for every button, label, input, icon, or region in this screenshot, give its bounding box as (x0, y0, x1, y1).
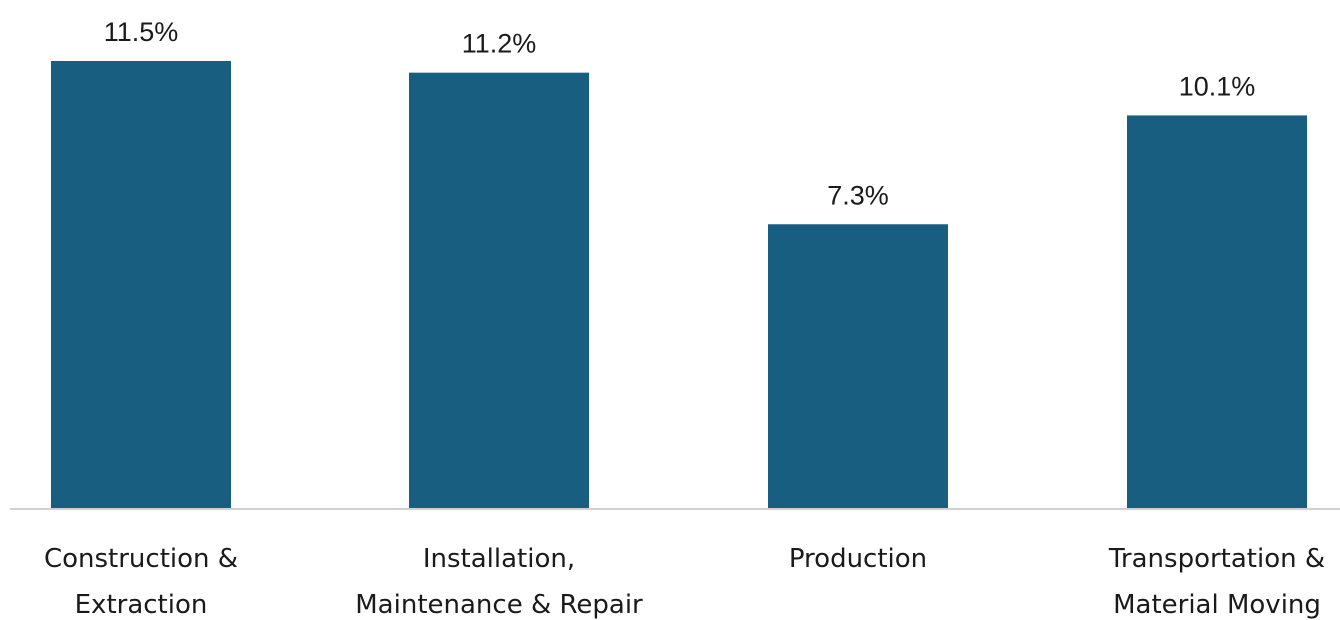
bar-value-label: 7.3% (827, 180, 889, 210)
category-label: Maintenance & Repair (355, 590, 643, 620)
category-label: Construction & (44, 544, 238, 574)
category-label: Material Moving (1113, 590, 1321, 620)
bar (51, 61, 231, 508)
bars-layer (51, 61, 1307, 509)
bar (409, 72, 589, 509)
bar-value-label: 10.1% (1179, 71, 1256, 101)
category-label: Extraction (75, 590, 208, 620)
bar (1127, 115, 1307, 508)
bar (768, 224, 948, 508)
category-label: Production (789, 544, 927, 574)
category-label: Transportation & (1108, 544, 1325, 574)
value-labels-layer: 11.5% 11.2% 7.3% 10.1% (104, 17, 1256, 210)
bar-value-label: 11.5% (104, 17, 179, 47)
category-label: Installation, (423, 544, 575, 574)
category-labels-layer: Construction & Extraction Installation, Mai… (44, 544, 1325, 620)
bar-value-label: 11.2% (462, 29, 537, 59)
